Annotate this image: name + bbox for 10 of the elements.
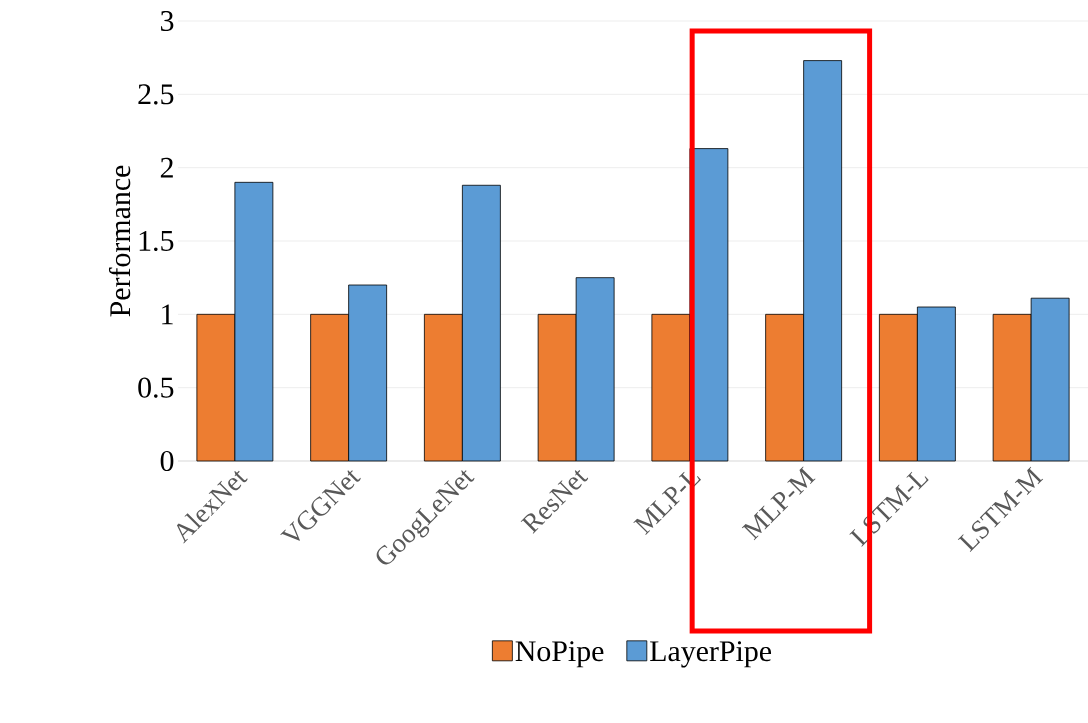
y-tick-label: 1 [162,304,173,325]
legend-label: NoPipe [515,641,604,668]
y-tick-label: 2.5 [138,84,174,105]
y-tick-label: 2 [160,157,173,178]
y-tick-label: 0 [160,450,174,472]
legend-label: LayerPipe [650,641,772,668]
y-tick-label: 0.5 [138,377,174,398]
y-tick-label: 1.5 [139,230,174,252]
y-tick-label: 3 [160,10,174,32]
y-axis-title: Performance [108,165,131,317]
